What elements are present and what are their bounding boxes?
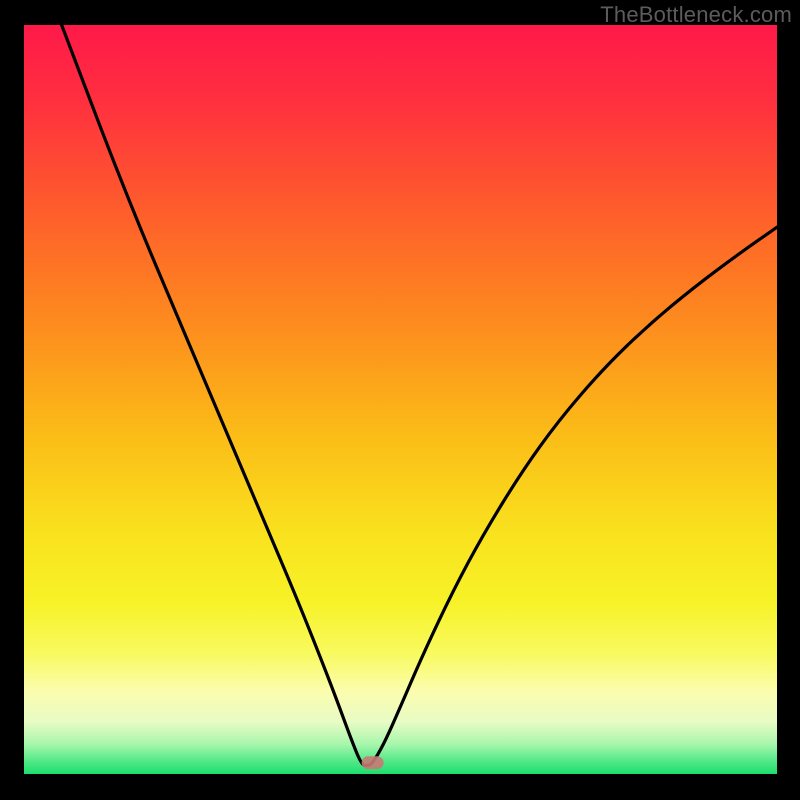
watermark-text: TheBottleneck.com: [600, 2, 792, 28]
bottleneck-chart: [0, 0, 800, 800]
gradient-background: [24, 25, 777, 774]
chart-container: TheBottleneck.com: [0, 0, 800, 800]
optimal-point-marker: [362, 756, 384, 769]
